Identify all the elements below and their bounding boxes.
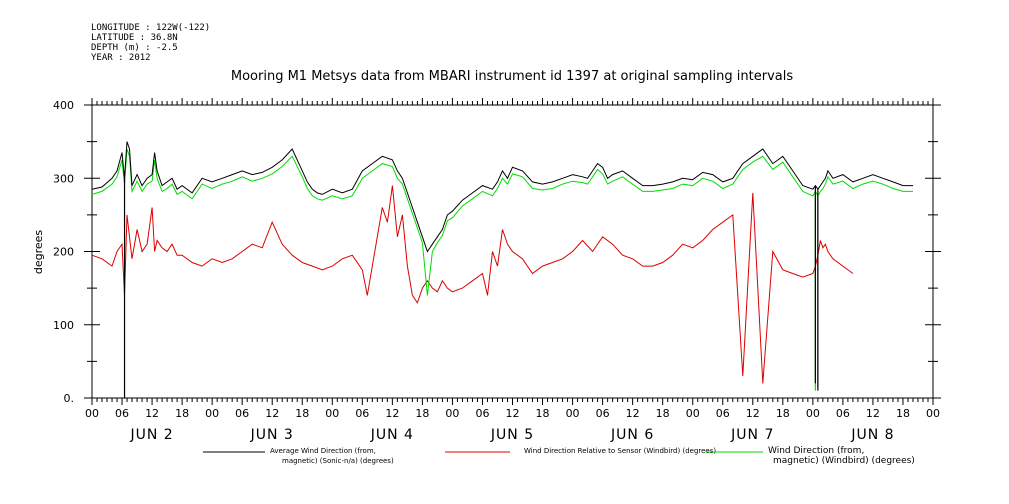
x-tick-label: 06 xyxy=(475,407,489,420)
x-tick-label: 18 xyxy=(656,407,670,420)
x-tick-label: 12 xyxy=(385,407,399,420)
day-label: JUN 7 xyxy=(730,427,774,443)
chart-title: Mooring M1 Metsys data from MBARI instru… xyxy=(231,69,793,84)
legend-label-1: Wind Direction Relative to Sensor (Windb… xyxy=(524,447,716,455)
legend-label-0: Average Wind Direction (from, xyxy=(270,447,376,455)
day-label: JUN 8 xyxy=(850,427,894,443)
day-label: JUN 3 xyxy=(250,427,294,443)
x-tick-label: 06 xyxy=(235,407,249,420)
day-label: JUN 6 xyxy=(610,427,654,443)
x-tick-label: 00 xyxy=(325,407,339,420)
day-label: JUN 2 xyxy=(129,427,173,443)
x-tick-label: 18 xyxy=(776,407,790,420)
x-tick-label: 00 xyxy=(686,407,700,420)
x-tick-label: 00 xyxy=(85,407,99,420)
series-line-0 xyxy=(91,141,913,253)
meta-depth: DEPTH (m) : -2.5 xyxy=(91,43,178,53)
legend-label-0-line2: magnetic) (Sonic-n/a) (degrees) xyxy=(282,457,394,465)
x-tick-label: 12 xyxy=(746,407,760,420)
legend-label-2-line2: magnetic) (Windbird) (degrees) xyxy=(773,456,915,466)
meta-longitude: LONGITUDE : 122W(-122) xyxy=(91,23,210,33)
x-tick-label: 18 xyxy=(896,407,910,420)
axes: 0. 100 200 300 400 00 06 12 18 00 06 12 18 00 06 12 18 00… xyxy=(53,98,941,443)
day-label: JUN 5 xyxy=(490,427,534,443)
meta-year: YEAR : 2012 xyxy=(91,53,151,63)
x-tick-label: 00 xyxy=(806,407,820,420)
x-tick-label: 12 xyxy=(145,407,159,420)
x-tick-label: 12 xyxy=(506,407,520,420)
meta-latitude: LATITUDE : 36.8N xyxy=(91,33,178,43)
x-tick-label: 12 xyxy=(265,407,279,420)
x-tick-label: 00 xyxy=(566,407,580,420)
x-tick-label: 06 xyxy=(596,407,610,420)
series-line-2 xyxy=(91,148,913,296)
y-tick-label: 200 xyxy=(53,246,74,259)
x-tick-label: 06 xyxy=(355,407,369,420)
x-tick-label: 06 xyxy=(836,407,850,420)
x-tick-label: 00 xyxy=(926,407,940,420)
legend: Average Wind Direction (from, magnetic) (… xyxy=(203,446,915,466)
y-tick-label: 0. xyxy=(64,392,75,405)
legend-label-2: Wind Direction (from, xyxy=(768,446,864,456)
x-tick-label: 12 xyxy=(866,407,880,420)
x-tick-label: 06 xyxy=(716,407,730,420)
x-tick-label: 18 xyxy=(415,407,429,420)
series-layer xyxy=(91,141,913,398)
y-tick-label: 100 xyxy=(53,319,74,332)
x-tick-label: 18 xyxy=(536,407,550,420)
y-tick-label: 400 xyxy=(53,99,74,112)
x-tick-label: 00 xyxy=(445,407,459,420)
y-axis-label: degrees xyxy=(32,230,45,275)
series-line-1 xyxy=(91,185,854,384)
x-tick-label: 06 xyxy=(115,407,129,420)
x-tick-label: 12 xyxy=(626,407,640,420)
y-tick-label: 300 xyxy=(53,172,74,185)
x-tick-label: 00 xyxy=(205,407,219,420)
day-label: JUN 4 xyxy=(370,427,414,443)
x-tick-label: 18 xyxy=(175,407,189,420)
x-tick-label: 18 xyxy=(295,407,309,420)
